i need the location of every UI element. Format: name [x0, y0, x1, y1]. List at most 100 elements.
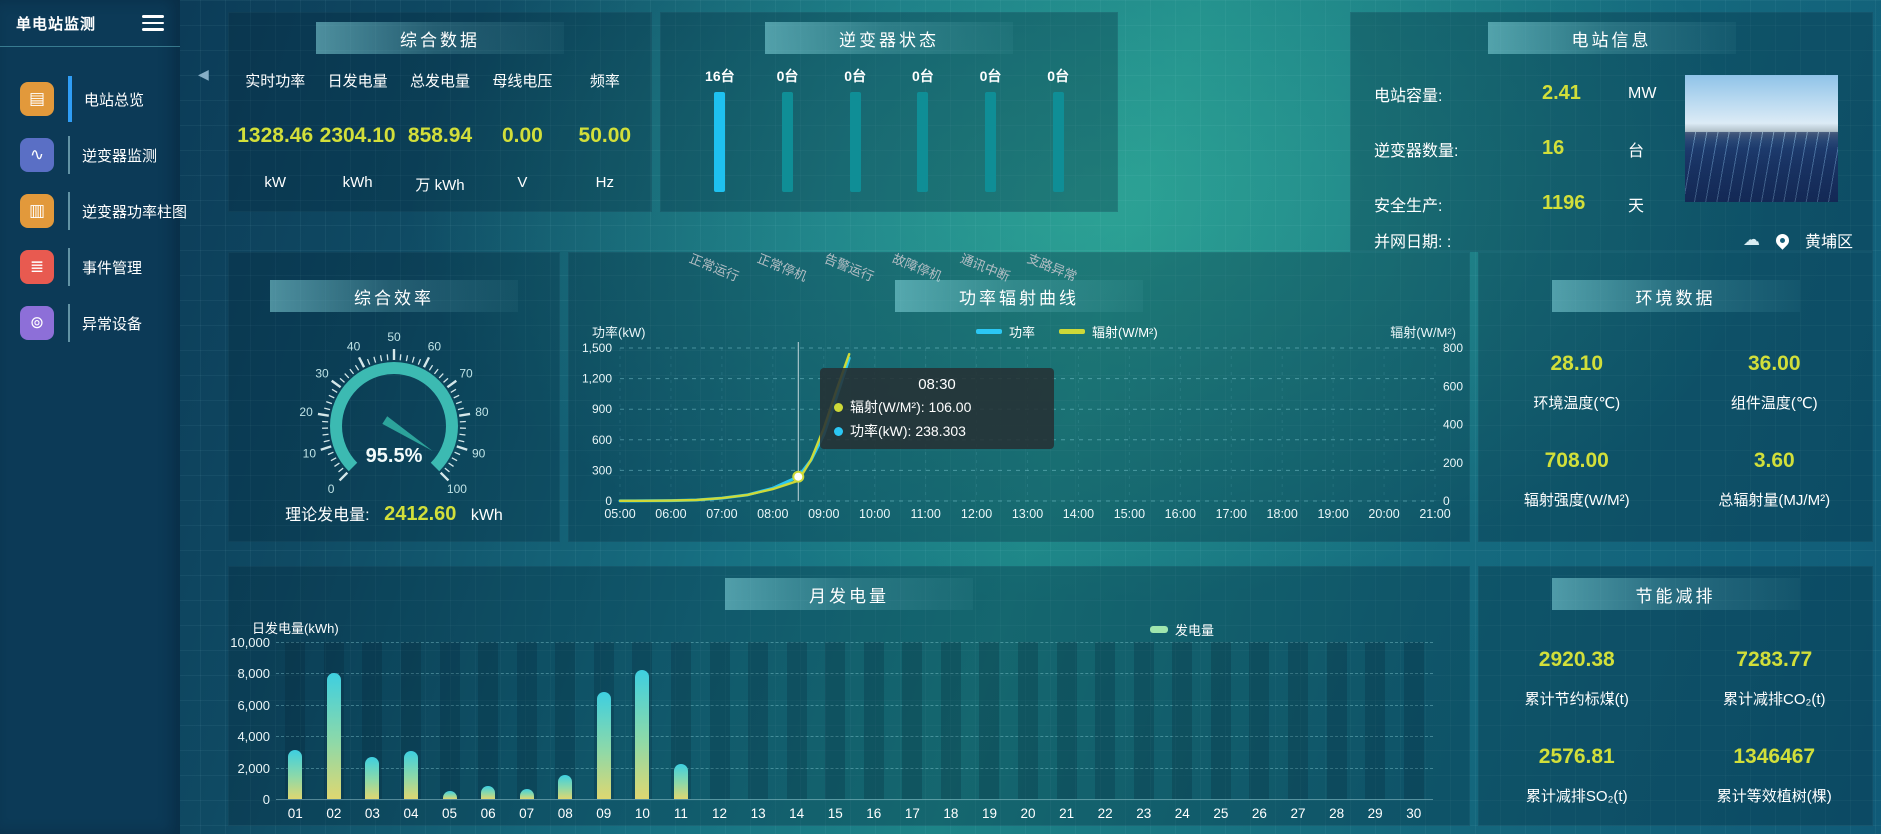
- right-axis-caption: 辐射(W/M²): [1390, 325, 1456, 340]
- station-photo: [1685, 75, 1838, 202]
- left-axis-caption: 功率(kW): [592, 325, 646, 340]
- y-tick-label: 2,000: [237, 760, 270, 776]
- panel-title: 环境数据: [1551, 280, 1800, 312]
- inverter-bar: [714, 92, 726, 192]
- sidebar-item-event-management[interactable]: ≣ 事件管理: [0, 239, 180, 295]
- theory-generation-row: 理论发电量: 2412.60 kWh: [228, 501, 560, 526]
- day-band: [1288, 642, 1309, 799]
- svg-text:50: 50: [387, 330, 401, 344]
- x-tick-label: 26: [1251, 806, 1267, 821]
- svg-text:12:00: 12:00: [961, 507, 992, 521]
- day-band: [863, 642, 884, 799]
- day-band: [439, 642, 460, 799]
- active-indicator: [68, 136, 70, 174]
- summary-stat: 总发电量 858.94 万 kWh: [399, 56, 481, 204]
- svg-text:17:00: 17:00: [1216, 507, 1247, 521]
- day-band: [1403, 642, 1424, 799]
- day-band: [1018, 642, 1039, 799]
- inverter-status-column: 0台 正常停机: [754, 66, 822, 284]
- savings-stats: 2920.38 累计节约标煤(t) 7283.77 累计减排CO₂(t) 2576.81…: [1478, 648, 1873, 806]
- x-tick-label: 04: [403, 806, 419, 821]
- line-chart-legend: 功率 辐射(W/M²): [976, 322, 1158, 341]
- sidebar-item-label: 逆变器监测: [82, 147, 158, 165]
- tooltip-series-text: 辐射(W/M²): 106.00: [850, 399, 972, 415]
- stat-value: 50.00: [578, 124, 632, 147]
- stat-value: 28.10: [1550, 352, 1604, 375]
- stat-label: 母线电压: [492, 73, 553, 90]
- x-tick-label: 12: [712, 806, 728, 821]
- x-tick-label: 08: [557, 806, 573, 821]
- legend-item[interactable]: 辐射(W/M²): [1059, 322, 1158, 341]
- day-band: [555, 642, 576, 799]
- inverter-status-column: 0台 告警运行: [821, 66, 889, 284]
- weather-cloud-icon[interactable]: ☁: [1742, 230, 1760, 249]
- generation-bar: [442, 791, 457, 799]
- hamburger-menu-icon[interactable]: [142, 11, 164, 35]
- sidebar-collapse-arrow-icon[interactable]: ◀: [198, 66, 209, 82]
- stat-unit: 万 kWh: [415, 177, 465, 194]
- stat-value: 3.60: [1753, 449, 1795, 472]
- sidebar-item-label: 电站总览: [84, 91, 145, 109]
- stat-value: 708.00: [1544, 449, 1609, 472]
- svg-text:0: 0: [1443, 494, 1450, 508]
- generation-bar: [481, 786, 496, 799]
- info-value: 2.41: [1542, 82, 1581, 104]
- active-indicator: [68, 192, 70, 230]
- generation-bar: [673, 763, 688, 799]
- svg-text:0: 0: [605, 494, 612, 508]
- legend-label: 发电量: [1175, 623, 1215, 638]
- gridline: [276, 642, 1433, 643]
- station-info-row: 安全生产: 1196 天: [1374, 176, 1857, 231]
- sidebar-item-inverter-power-bar[interactable]: ▥ 逆变器功率柱图: [0, 183, 187, 239]
- svg-text:70: 70: [459, 367, 473, 381]
- summary-stat: 母线电压 0.00 V: [481, 56, 563, 204]
- day-band: [1133, 642, 1154, 799]
- tooltip-series-dot: [834, 426, 843, 436]
- y-tick-label: 8,000: [237, 666, 270, 682]
- stat-cell: 7283.77 累计减排CO₂(t): [1676, 648, 1874, 709]
- x-tick-label: 07: [519, 806, 535, 821]
- sidebar-item-abnormal-device[interactable]: ⊚ 异常设备: [0, 295, 180, 351]
- svg-text:11:00: 11:00: [910, 507, 940, 521]
- day-band: [902, 642, 923, 799]
- x-tick-label: 23: [1136, 806, 1152, 821]
- x-tick-label: 28: [1329, 806, 1345, 821]
- stat-label: 总发电量: [410, 73, 471, 90]
- generation-bar: [519, 788, 534, 799]
- day-band: [1210, 642, 1231, 799]
- x-tick-label: 22: [1097, 806, 1113, 821]
- svg-text:06:00: 06:00: [655, 507, 686, 521]
- inverter-status-column: 0台 支路异常: [1024, 66, 1092, 284]
- stat-unit: V: [517, 174, 528, 191]
- svg-text:800: 800: [1443, 341, 1463, 355]
- summary-stat: 实时功率 1328.46 kW: [234, 56, 316, 204]
- legend-swatch: [976, 329, 1002, 334]
- month-chart-legend[interactable]: 发电量: [1150, 620, 1214, 639]
- inverter-bar: [985, 92, 997, 192]
- tooltip-series-text: 功率(kW): 238.303: [850, 423, 966, 439]
- info-unit: MW: [1628, 84, 1657, 102]
- stat-cell: 708.00 辐射强度(W/M²): [1478, 449, 1676, 510]
- svg-text:19:00: 19:00: [1317, 507, 1348, 521]
- panel-efficiency: 综合效率 0 10 20 30 40 50 60 70 80 90 100 95.5% 理论发电量: …: [228, 252, 560, 542]
- stat-label: 累计节约标煤(t): [1524, 691, 1629, 708]
- day-band: [1056, 642, 1077, 799]
- theory-unit: kWh: [470, 507, 503, 524]
- panel-monthly-generation: 月发电量 日发电量(kWh) 发电量 10,000 8,000 6,000 4,000…: [228, 566, 1470, 826]
- inverter-count: 0台: [979, 68, 1002, 84]
- panel-title: 节能减排: [1551, 578, 1800, 610]
- sidebar-item-inverter-monitor[interactable]: ∿ 逆变器监测: [0, 127, 180, 183]
- summary-stat: 日发电量 2304.10 kWh: [316, 56, 398, 204]
- svg-text:30: 30: [315, 367, 329, 381]
- legend-item[interactable]: 功率: [976, 322, 1035, 341]
- day-band: [979, 642, 1000, 799]
- chart-tooltip: 08:30 辐射(W/M²): 106.00 功率(kW): 238.303: [820, 368, 1054, 449]
- svg-text:08:00: 08:00: [757, 507, 788, 521]
- info-value: 16: [1542, 137, 1565, 159]
- svg-text:40: 40: [347, 340, 361, 354]
- info-unit: 天: [1628, 197, 1645, 215]
- gridline: [276, 704, 1433, 706]
- sidebar-item-station-overview[interactable]: ▤ 电站总览: [0, 71, 180, 127]
- stat-label: 辐射强度(W/M²): [1523, 492, 1630, 509]
- stat-value: 2920.38: [1538, 648, 1615, 671]
